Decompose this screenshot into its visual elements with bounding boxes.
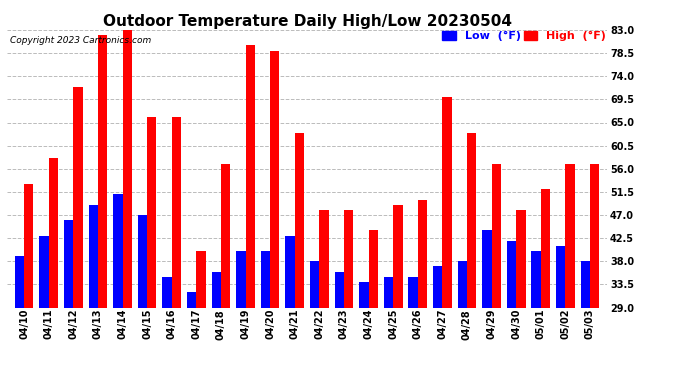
Bar (212, 272, 221, 308)
Bar (393, 205, 402, 308)
Bar (295, 133, 304, 308)
Bar (580, 261, 590, 308)
Bar (286, 236, 295, 308)
Bar (113, 195, 123, 308)
Bar (98, 35, 107, 308)
Bar (368, 230, 378, 308)
Bar (138, 215, 147, 308)
Bar (590, 164, 600, 308)
Bar (261, 251, 270, 308)
Bar (457, 261, 467, 308)
Bar (197, 251, 206, 308)
Bar (417, 200, 427, 308)
Bar (408, 277, 417, 308)
Bar (236, 251, 246, 308)
Bar (384, 277, 393, 308)
Bar (541, 189, 550, 308)
Bar (433, 266, 442, 308)
Bar (123, 30, 132, 308)
Text: Copyright 2023 Cartronics.com: Copyright 2023 Cartronics.com (10, 36, 151, 45)
Bar (319, 210, 328, 308)
Bar (187, 292, 197, 308)
Bar (172, 117, 181, 308)
Bar (246, 45, 255, 308)
Bar (467, 133, 476, 308)
Bar (49, 159, 58, 308)
Bar (516, 210, 526, 308)
Bar (88, 205, 98, 308)
Bar (310, 261, 319, 308)
Bar (39, 236, 49, 308)
Bar (14, 256, 24, 307)
Bar (162, 277, 172, 308)
Bar (565, 164, 575, 308)
Legend: Low  (°F), High  (°F): Low (°F), High (°F) (442, 31, 606, 41)
Bar (73, 87, 83, 308)
Bar (507, 241, 516, 308)
Bar (491, 164, 501, 308)
Bar (531, 251, 541, 308)
Bar (64, 220, 73, 308)
Bar (344, 210, 353, 308)
Bar (482, 230, 491, 308)
Bar (556, 246, 565, 308)
Bar (24, 184, 34, 308)
Bar (335, 272, 344, 308)
Bar (270, 51, 279, 308)
Bar (221, 164, 230, 308)
Bar (359, 282, 368, 308)
Bar (147, 117, 157, 308)
Title: Outdoor Temperature Daily High/Low 20230504: Outdoor Temperature Daily High/Low 20230… (103, 14, 511, 29)
Bar (442, 97, 452, 308)
